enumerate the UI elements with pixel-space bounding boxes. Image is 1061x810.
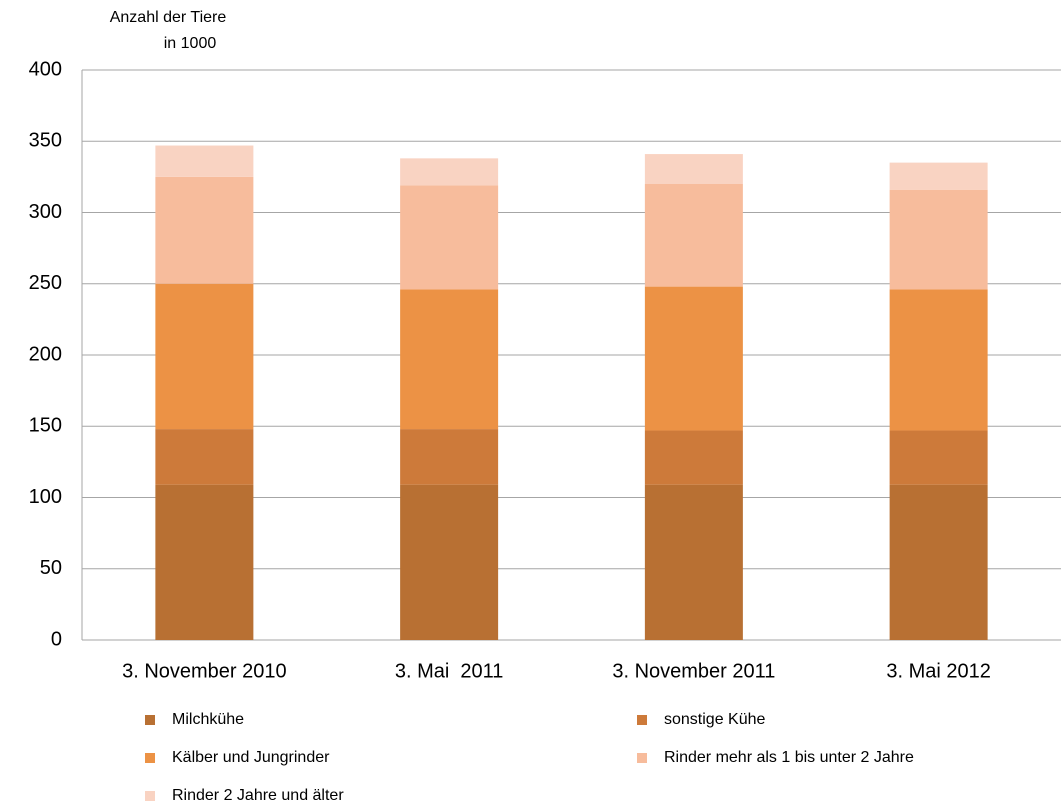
bar-segment	[400, 158, 499, 186]
y-axis-label: Anzahl der Tiere	[110, 9, 227, 26]
bar-segment	[644, 484, 743, 640]
bar-segment	[400, 185, 499, 290]
y-tick-label: 200	[29, 343, 62, 365]
bar-segment	[644, 184, 743, 287]
bar-segment	[889, 189, 988, 290]
bar-segment	[889, 289, 988, 431]
legend-label: Kälber und Jungrinder	[172, 749, 330, 766]
bar-segment	[400, 289, 499, 430]
y-tick-label: 400	[29, 58, 62, 80]
x-tick-label: 3. Mai 2011	[395, 660, 504, 682]
legend-swatch	[145, 753, 155, 763]
y-tick-label: 100	[29, 486, 62, 508]
legend-swatch	[145, 791, 155, 801]
legend-swatch	[637, 753, 647, 763]
legend-swatch	[637, 715, 647, 725]
legend-label: Rinder mehr als 1 bis unter 2 Jahre	[664, 749, 914, 766]
bar-segment	[400, 484, 499, 640]
y-tick-label: 350	[29, 130, 62, 152]
bar-segment	[889, 430, 988, 485]
legend-label: Milchkühe	[172, 711, 244, 728]
bar-segment	[155, 176, 254, 284]
y-tick-label: 250	[29, 272, 62, 294]
legend-label: sonstige Kühe	[664, 711, 766, 728]
bar-segment	[155, 283, 254, 430]
legend-label: Rinder 2 Jahre und älter	[172, 787, 344, 804]
y-axis-label: in 1000	[164, 35, 217, 52]
bar-segment	[889, 484, 988, 640]
bar-segment	[155, 429, 254, 485]
y-tick-label: 150	[29, 415, 62, 437]
x-tick-label: 3. November 2010	[122, 660, 287, 682]
bar-segment	[644, 430, 743, 485]
y-tick-label: 50	[40, 557, 62, 579]
bar-segment	[155, 484, 254, 640]
y-tick-label: 300	[29, 201, 62, 223]
x-tick-label: 3. November 2011	[612, 660, 775, 682]
legend-swatch	[145, 715, 155, 725]
bar-segment	[644, 286, 743, 431]
bar-segment	[400, 429, 499, 485]
x-tick-label: 3. Mai 2012	[886, 660, 991, 682]
bar-segment	[155, 145, 254, 177]
y-tick-label: 0	[51, 628, 62, 650]
bar-segment	[644, 154, 743, 184]
bar-segment	[889, 162, 988, 190]
